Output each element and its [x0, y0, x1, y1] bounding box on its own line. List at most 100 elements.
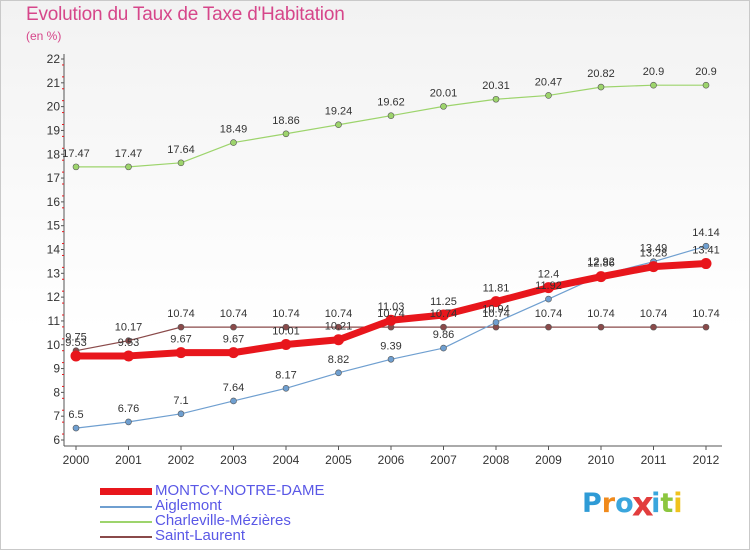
data-point: [492, 95, 500, 103]
data-point: [545, 92, 552, 99]
data-label: 20.01: [430, 87, 458, 99]
data-point: [492, 319, 500, 326]
x-tick-label: 2012: [693, 453, 720, 467]
y-tick-label: 19: [47, 123, 61, 137]
data-point: [282, 130, 290, 138]
data-point: [387, 355, 395, 363]
data-label: 10.74: [167, 308, 195, 320]
data-point: [490, 296, 502, 308]
data-label: 11.25: [430, 296, 457, 308]
data-label: 9.86: [433, 329, 454, 341]
x-tick-label: 2006: [378, 453, 405, 467]
y-tick-label: 17: [47, 171, 61, 185]
data-label: 18.86: [272, 115, 300, 127]
series-layer: [70, 81, 712, 432]
data-point: [335, 323, 342, 331]
data-label: 13.41: [692, 245, 720, 257]
data-label: 20.31: [482, 80, 510, 92]
data-point: [280, 339, 292, 351]
legend-label: Aiglemont: [155, 497, 222, 514]
data-point: [543, 282, 554, 294]
data-label: 10.94: [482, 303, 510, 315]
data-label: 10.74: [692, 308, 720, 320]
data-point: [230, 139, 237, 146]
data-label: 18.49: [220, 124, 248, 136]
data-label: 11.92: [535, 280, 562, 292]
data-point: [125, 418, 132, 426]
data-label: 9.53: [65, 337, 86, 349]
data-point: [123, 350, 134, 362]
data-label: 10.21: [325, 321, 353, 333]
data-label: 20.9: [695, 66, 716, 78]
data-label: 13.28: [640, 248, 668, 260]
data-label: 10.74: [482, 308, 510, 320]
data-point: [648, 261, 659, 273]
data-label: 10.74: [220, 308, 248, 320]
logo-letter: P: [582, 488, 602, 519]
data-point: [440, 344, 447, 352]
y-tick-label: 18: [47, 147, 61, 161]
data-point: [230, 397, 237, 405]
data-point: [545, 323, 552, 331]
x-tick-label: 2009: [535, 453, 562, 467]
x-tick-label: 2001: [115, 453, 142, 467]
data-label: 17.47: [62, 148, 90, 160]
data-point: [597, 83, 605, 91]
data-label: 12.86: [587, 258, 615, 270]
x-tick-label: 2011: [641, 453, 667, 467]
data-label: 7.64: [223, 382, 244, 394]
x-tick-label: 2008: [483, 453, 510, 467]
legend-label: Charleville-Mézières: [155, 512, 291, 529]
logo-letter: t: [660, 488, 674, 519]
legend-label: Saint-Laurent: [155, 527, 246, 544]
series-3: [72, 323, 710, 355]
data-label: 12.92: [587, 256, 615, 268]
x-tick-label: 2010: [588, 453, 615, 467]
data-point: [228, 347, 239, 359]
y-tick-label: 22: [47, 52, 61, 66]
data-label: 10.74: [272, 308, 300, 320]
data-label: 10.74: [325, 308, 353, 320]
data-label: 9.39: [380, 340, 401, 352]
data-label: 10.74: [535, 308, 563, 320]
logo-letter: o: [615, 488, 634, 519]
chart-title: Evolution du Taux de Taxe d'Habitation: [26, 4, 345, 25]
data-point: [125, 163, 132, 171]
x-tick-label: 2004: [273, 453, 300, 467]
data-point: [177, 159, 185, 167]
data-label: 10.74: [430, 308, 458, 320]
x-tick-label: 2000: [63, 453, 90, 467]
data-point: [72, 163, 80, 171]
axes: 6 7 8 9 10 11 12 13 14 15 16 17 18 19 20 21 22 2000 2001 20…: [47, 52, 722, 467]
data-point: [282, 385, 290, 392]
data-label: 17.47: [115, 148, 143, 160]
y-tick-label: 8: [53, 385, 60, 399]
data-label: 19.24: [325, 106, 353, 118]
unit-label: (en %): [26, 29, 62, 43]
data-point: [702, 242, 710, 250]
logo-letter: i: [651, 488, 661, 519]
data-point: [650, 323, 657, 331]
legend-swatch: [100, 521, 152, 523]
data-point: [177, 323, 185, 331]
x-tick-label: 2003: [220, 453, 247, 467]
data-point: [595, 271, 607, 283]
legend-swatch: [100, 488, 152, 495]
data-label: 8.17: [275, 369, 296, 381]
y-tick-label: 14: [47, 243, 61, 257]
data-label: 10.01: [272, 326, 300, 338]
data-label: 10.74: [587, 308, 615, 320]
data-labels-layer: 9.53 9.53 9.67 9.67 10.01 10.21 11.03 11.25 11.8…: [62, 66, 720, 421]
data-point: [333, 334, 344, 346]
data-label: 13.49: [640, 243, 668, 255]
data-label: 14.14: [692, 227, 720, 239]
data-point: [702, 81, 710, 89]
data-label: 10.17: [115, 322, 143, 334]
data-point: [175, 347, 187, 359]
proxiti-logo: Proxiti: [582, 485, 683, 524]
data-label: 7.1: [173, 395, 188, 407]
y-tick-label: 13: [47, 266, 61, 280]
y-tick-label: 12: [47, 290, 61, 304]
legend-label: MONTCY-NOTRE-DAME: [155, 482, 325, 499]
data-point: [230, 323, 237, 331]
